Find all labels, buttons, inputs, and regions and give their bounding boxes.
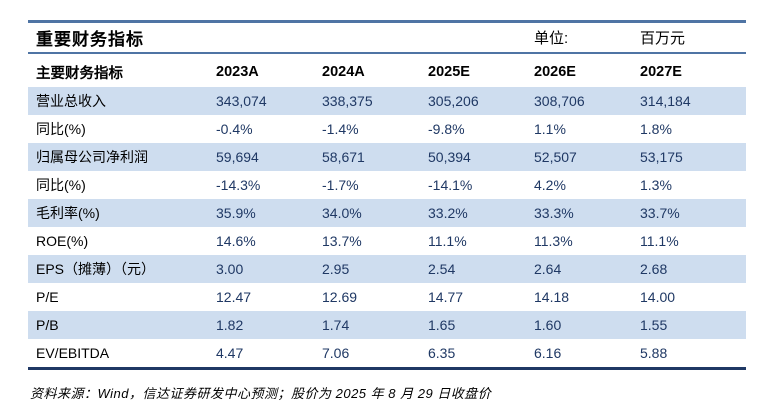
row-value: 314,184 (640, 93, 691, 109)
row-value: 35.9% (216, 205, 256, 221)
row-value: 6.16 (534, 345, 562, 361)
table-row: 归属母公司净利润 59,694 58,671 50,394 52,507 53,175 (28, 143, 746, 171)
row-value: 2.54 (428, 261, 456, 277)
row-value: 1.3% (640, 177, 672, 193)
row-value: 6.35 (428, 345, 456, 361)
row-label: 归属母公司净利润 (36, 149, 148, 165)
row-label: EPS（摊薄）（元） (36, 261, 156, 277)
header-cell-year: 2027E (640, 64, 682, 80)
row-value: -14.1% (428, 177, 473, 193)
row-value: 59,694 (216, 149, 259, 165)
title-divider-rule (28, 52, 746, 54)
table-row: P/B 1.82 1.74 1.65 1.60 1.55 (28, 311, 746, 339)
row-value: 4.2% (534, 177, 566, 193)
unit-label: 单位: (534, 30, 569, 47)
row-value: 1.74 (322, 317, 350, 333)
row-value: 3.00 (216, 261, 244, 277)
table-grid: 主要财务指标 2023A 2024A 2025E 2026E 2027E 营业总收入 343,… (28, 57, 746, 367)
row-value: 7.06 (322, 345, 350, 361)
row-value: 2.68 (640, 261, 668, 277)
row-label: 同比(%) (36, 121, 86, 137)
header-cell-year: 2024A (322, 64, 365, 80)
row-value: 11.3% (534, 233, 573, 249)
table-row: 同比(%) -14.3% -1.7% -14.1% 4.2% 1.3% (28, 171, 746, 199)
row-label: EV/EBITDA (36, 345, 110, 361)
row-value: -14.3% (216, 177, 261, 193)
row-value: -9.8% (428, 121, 465, 137)
row-value: 308,706 (534, 93, 585, 109)
row-value: 34.0% (322, 205, 362, 221)
row-value: 11.1% (640, 233, 679, 249)
row-value: 1.82 (216, 317, 244, 333)
row-value: 4.47 (216, 345, 244, 361)
row-value: 33.7% (640, 205, 680, 221)
row-value: 343,074 (216, 93, 267, 109)
header-cell-label: 主要财务指标 (36, 65, 123, 82)
row-value: 14.18 (534, 289, 570, 305)
table-row: EV/EBITDA 4.47 7.06 6.35 6.16 5.88 (28, 339, 746, 367)
row-value: 14.00 (640, 289, 676, 305)
row-value: 50,394 (428, 149, 471, 165)
table-row: 营业总收入 343,074 338,375 305,206 308,706 314,184 (28, 87, 746, 115)
header-cell-year: 2023A (216, 64, 259, 80)
row-value: 11.1% (428, 233, 467, 249)
row-value: 305,206 (428, 93, 479, 109)
bottom-rule (28, 367, 746, 370)
row-value: 13.7% (322, 233, 362, 249)
row-value: 52,507 (534, 149, 577, 165)
unit-value: 百万元 (640, 30, 686, 47)
table-row: EPS（摊薄）（元） 3.00 2.95 2.54 2.64 2.68 (28, 255, 746, 283)
table-title-row: 重要财务指标 单位: 百万元 (28, 23, 746, 52)
row-value: 1.8% (640, 121, 672, 137)
row-label: 毛利率(%) (36, 205, 100, 221)
financial-indicators-table: 重要财务指标 单位: 百万元 主要财务指标 2023A 2024A 2025E 2026… (28, 20, 746, 402)
row-value: -0.4% (216, 121, 253, 137)
row-label: P/E (36, 289, 59, 305)
header-cell-year: 2025E (428, 64, 470, 80)
table-row: ROE(%) 14.6% 13.7% 11.1% 11.3% 11.1% (28, 227, 746, 255)
row-value: 1.55 (640, 317, 668, 333)
row-label: P/B (36, 317, 59, 333)
row-value: 14.77 (428, 289, 464, 305)
row-value: -1.4% (322, 121, 359, 137)
row-value: 53,175 (640, 149, 683, 165)
row-value: 14.6% (216, 233, 256, 249)
row-value: 12.69 (322, 289, 358, 305)
row-label: 同比(%) (36, 177, 86, 193)
row-value: 12.47 (216, 289, 252, 305)
row-value: 5.88 (640, 345, 668, 361)
row-value: 33.3% (534, 205, 574, 221)
row-label: ROE(%) (36, 233, 89, 249)
table-title: 重要财务指标 (36, 30, 144, 49)
row-value: 1.65 (428, 317, 456, 333)
table-row: 同比(%) -0.4% -1.4% -9.8% 1.1% 1.8% (28, 115, 746, 143)
row-value: 33.2% (428, 205, 468, 221)
row-label: 营业总收入 (36, 93, 106, 109)
row-value: 1.1% (534, 121, 566, 137)
row-value: 58,671 (322, 149, 365, 165)
row-value: 1.60 (534, 317, 562, 333)
row-value: 2.95 (322, 261, 350, 277)
row-value: 2.64 (534, 261, 562, 277)
source-note: 资料来源：Wind，信达证券研发中心预测；股价为 2025 年 8 月 29 日… (30, 386, 492, 401)
row-value: -1.7% (322, 177, 359, 193)
table-header-row: 主要财务指标 2023A 2024A 2025E 2026E 2027E (28, 57, 746, 87)
row-value: 338,375 (322, 93, 373, 109)
table-row: P/E 12.47 12.69 14.77 14.18 14.00 (28, 283, 746, 311)
top-rule (28, 20, 746, 23)
header-cell-year: 2026E (534, 64, 576, 80)
table-row: 毛利率(%) 35.9% 34.0% 33.2% 33.3% 33.7% (28, 199, 746, 227)
